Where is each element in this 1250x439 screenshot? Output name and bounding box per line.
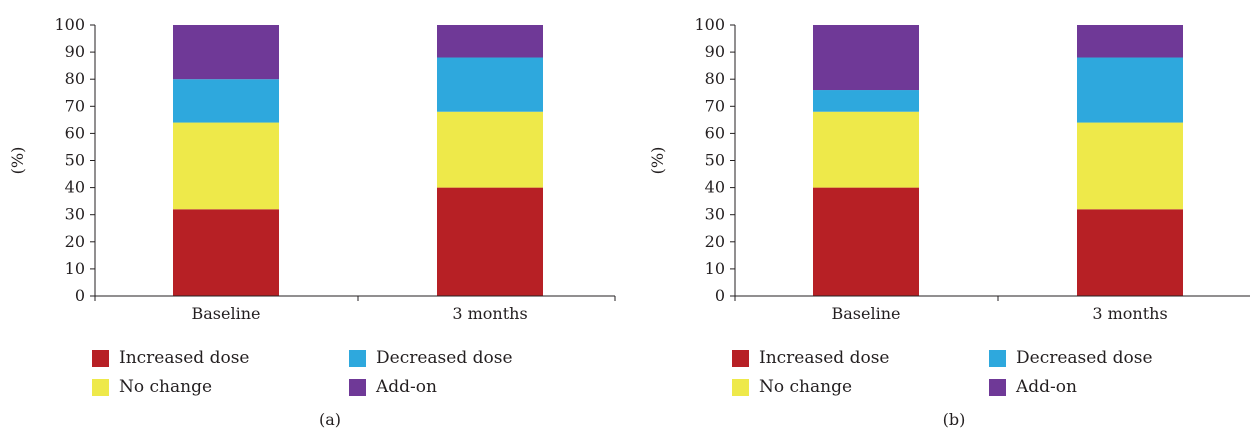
y-tick-label: 0 bbox=[75, 286, 85, 305]
legend-item-decreased-dose: Decreased dose bbox=[989, 348, 1153, 368]
x-tick-label: 3 months bbox=[1092, 304, 1167, 323]
legend-swatch bbox=[989, 378, 1006, 396]
y-tick-label: 30 bbox=[705, 205, 725, 224]
legend-item-add-on: Add-on bbox=[989, 377, 1077, 397]
legend-item-decreased-dose: Decreased dose bbox=[349, 348, 513, 368]
bar-segment-decreased-dose-3-months bbox=[1077, 57, 1183, 123]
y-tick-label: 80 bbox=[705, 69, 725, 88]
y-tick-label: 90 bbox=[65, 42, 85, 61]
x-tick-label: Baseline bbox=[832, 304, 901, 323]
y-tick-label: 10 bbox=[705, 259, 725, 278]
legend-label: No change bbox=[759, 377, 853, 397]
bar-segment-add-on-baseline bbox=[173, 25, 279, 80]
y-tick-label: 100 bbox=[54, 15, 85, 34]
legend-label: Increased dose bbox=[119, 348, 250, 368]
y-tick-label: 80 bbox=[65, 69, 85, 88]
legend-swatch bbox=[349, 378, 366, 396]
bar-segment-increased-dose-baseline bbox=[813, 187, 919, 296]
stacked-bar-chart-b: 0 10 20 30 40 50 60 70 80 90 100 Baseline 3 months (%… bbox=[648, 15, 1250, 323]
legend-item-increased-dose: Increased dose bbox=[92, 348, 249, 368]
bar-segment-add-on-baseline bbox=[813, 25, 919, 91]
y-axis-label: (%) bbox=[648, 147, 667, 175]
legend-label: Decreased dose bbox=[1016, 348, 1153, 368]
legend-label: Increased dose bbox=[759, 348, 890, 368]
bar-segment-add-on-3-months bbox=[1077, 25, 1183, 58]
y-tick-label: 70 bbox=[65, 96, 85, 115]
bar-segment-no-change-3-months bbox=[1077, 122, 1183, 210]
legend-swatch bbox=[92, 349, 109, 367]
bar-segment-add-on-3-months bbox=[437, 25, 543, 58]
y-tick-label: 10 bbox=[65, 259, 85, 278]
y-tick-label: 60 bbox=[705, 123, 725, 142]
legend-swatch bbox=[92, 378, 109, 396]
stacked-bar-chart-a: 0 10 20 30 40 50 60 70 80 90 100 Baseline 3 months (%… bbox=[8, 15, 616, 323]
legend-item-no-change: No change bbox=[92, 377, 212, 397]
chart-panel-b: 0 10 20 30 40 50 60 70 80 90 100 Baseline 3 months (%… bbox=[640, 0, 1250, 439]
legend-item-increased-dose: Increased dose bbox=[732, 348, 889, 368]
y-tick-label: 20 bbox=[705, 232, 725, 251]
y-tick-label: 70 bbox=[705, 96, 725, 115]
y-tick-label: 20 bbox=[65, 232, 85, 251]
bar-segment-decreased-dose-3-months bbox=[437, 57, 543, 112]
y-tick-label: 90 bbox=[705, 42, 725, 61]
bar-segment-increased-dose-baseline bbox=[173, 209, 279, 296]
bar-segment-increased-dose-3-months bbox=[1077, 209, 1183, 296]
chart-panel-a: 0 10 20 30 40 50 60 70 80 90 100 Baseline 3 months (%… bbox=[8, 15, 616, 429]
y-axis-label: (%) bbox=[8, 147, 27, 175]
legend-label: No change bbox=[119, 377, 213, 397]
bar-segment-decreased-dose-baseline bbox=[173, 79, 279, 123]
y-tick-label: 60 bbox=[65, 123, 85, 142]
y-tick-label: 50 bbox=[705, 151, 725, 170]
legend-item-add-on: Add-on bbox=[349, 377, 437, 397]
legend-item-no-change: No change bbox=[732, 377, 852, 397]
panel-caption-a: (a) bbox=[318, 410, 342, 429]
bar-segment-no-change-3-months bbox=[437, 111, 543, 188]
x-tick-label: Baseline bbox=[192, 304, 261, 323]
legend-swatch bbox=[989, 349, 1006, 367]
legend-label: Add-on bbox=[1016, 377, 1077, 397]
y-tick-label: 40 bbox=[65, 178, 85, 197]
panel-caption-b: (b) bbox=[942, 410, 966, 429]
legend-label: Decreased dose bbox=[376, 348, 513, 368]
y-tick-label: 50 bbox=[65, 151, 85, 170]
y-tick-label: 40 bbox=[705, 178, 725, 197]
bar-segment-no-change-baseline bbox=[813, 111, 919, 188]
legend-swatch bbox=[732, 378, 749, 396]
legend-swatch bbox=[732, 349, 749, 367]
legend-swatch bbox=[349, 349, 366, 367]
bar-segment-decreased-dose-baseline bbox=[813, 90, 919, 112]
y-tick-label: 30 bbox=[65, 205, 85, 224]
y-tick-label: 100 bbox=[694, 15, 725, 34]
bar-segment-no-change-baseline bbox=[173, 122, 279, 210]
bar-segment-increased-dose-3-months bbox=[437, 187, 543, 296]
legend-label: Add-on bbox=[376, 377, 437, 397]
y-tick-label: 0 bbox=[715, 286, 725, 305]
x-tick-label: 3 months bbox=[452, 304, 527, 323]
